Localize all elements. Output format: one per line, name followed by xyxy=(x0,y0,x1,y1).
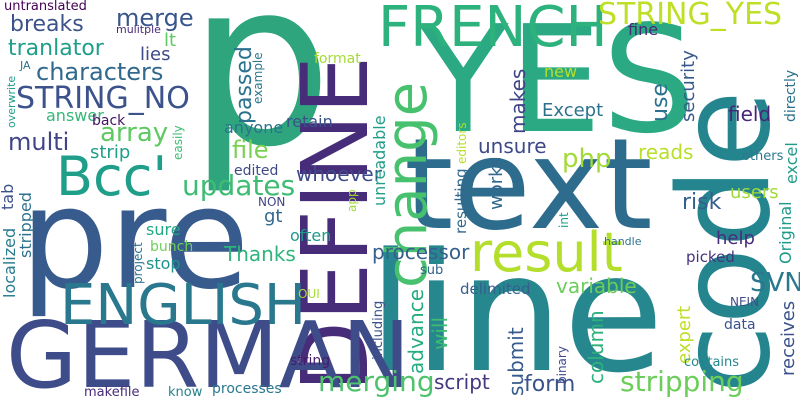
word-makefile: makefile xyxy=(84,385,140,400)
word-example: example xyxy=(251,52,265,104)
word-bcc: Bcc' xyxy=(56,145,168,208)
word-reads: reads xyxy=(638,140,694,164)
word-picked: picked xyxy=(686,248,735,266)
word-string: string xyxy=(290,353,331,369)
word-unsure: unsure xyxy=(478,134,547,158)
word-including: including xyxy=(371,300,386,360)
word-contains: contains xyxy=(684,355,740,370)
word-processor: processor xyxy=(372,240,470,264)
word-users: users xyxy=(730,182,779,203)
word-german: GERMAN xyxy=(6,302,411,400)
word-php: php xyxy=(562,144,612,174)
word-handle: handle xyxy=(604,235,642,248)
word-untranslated: untranslated xyxy=(4,0,87,14)
word-submit: submit xyxy=(504,327,528,396)
word-string-yes: STRING_YES xyxy=(598,0,783,32)
word-variable: variable xyxy=(556,274,637,298)
word-merge: merge xyxy=(116,4,194,32)
word-edited: edited xyxy=(234,163,279,179)
word-updates: updates xyxy=(182,169,296,202)
word-merging: merging xyxy=(318,365,435,398)
word-answer: answer xyxy=(46,106,104,125)
word-fine: fine xyxy=(628,20,659,39)
word-stop: stop xyxy=(146,254,181,273)
word-except: Except xyxy=(542,100,604,121)
word-back: back xyxy=(92,113,126,129)
word-receives: receives xyxy=(778,300,799,376)
word-format: format xyxy=(314,51,361,67)
word-breaks: breaks xyxy=(10,12,84,37)
word-line: line xyxy=(368,218,664,400)
word-advance: advance xyxy=(404,288,428,374)
word-tab: tab xyxy=(0,183,17,210)
word-stripped: stripped xyxy=(16,192,35,258)
word-lies: lies xyxy=(140,44,171,65)
word-will: will xyxy=(428,316,452,350)
word-directly: directly xyxy=(783,69,799,122)
word-sure: sure xyxy=(146,220,181,239)
word-overwrite: overwrite xyxy=(5,75,18,128)
word-tranlator: tranlator xyxy=(8,36,104,61)
word-string-no: STRING_NO xyxy=(16,81,190,116)
word-binary: binary xyxy=(555,346,569,384)
word-int: int xyxy=(557,212,571,228)
word-array: array xyxy=(100,118,169,148)
word-gt: gt xyxy=(264,206,283,227)
word-ja: JA xyxy=(20,59,31,72)
word-makes: makes xyxy=(506,68,530,134)
word-stripping: stripping xyxy=(620,365,744,398)
word-security: security xyxy=(678,50,699,122)
word-mulitple: mulitple xyxy=(116,23,161,36)
word-app: app xyxy=(345,189,359,212)
word-p: p xyxy=(188,0,333,197)
word-whoever: whoever xyxy=(296,162,382,186)
word-editors: editors xyxy=(455,122,469,164)
word-delimited: delimited xyxy=(460,280,531,298)
word-original: Original xyxy=(776,201,795,264)
word-works: works xyxy=(486,157,507,210)
word-non: NON xyxy=(258,195,286,209)
word-project: project xyxy=(131,242,145,284)
word-excel: excel xyxy=(782,142,800,184)
word-english: ENGLISH xyxy=(60,273,307,338)
word-strip: strip xyxy=(90,142,131,163)
word-help: help xyxy=(716,228,755,249)
word-often: often xyxy=(290,226,332,245)
word-anyone: anyone xyxy=(224,118,284,137)
word-multi: multi xyxy=(8,128,70,156)
word-risk: risk xyxy=(682,190,722,215)
word-easily: easily xyxy=(171,125,185,160)
word-data: data xyxy=(724,317,756,333)
word-svn: SVN xyxy=(750,268,800,298)
word-field: field xyxy=(728,102,772,126)
word-nein: NEIN xyxy=(730,295,760,309)
word-characters: characters xyxy=(36,58,164,86)
word-unreadable: unreadable xyxy=(370,115,389,206)
word-form: form xyxy=(524,372,576,397)
word-thanks: Thanks xyxy=(224,242,296,266)
word-pre: pre xyxy=(20,158,250,321)
word-script: script xyxy=(434,370,490,394)
word-processes: processes xyxy=(212,381,282,397)
word-bunch: bunch xyxy=(150,239,194,255)
word-new: new xyxy=(544,62,578,81)
word-yes: YES xyxy=(418,0,696,166)
word-others: others xyxy=(742,149,784,164)
word-resulting: resulting xyxy=(452,168,470,234)
word-result: result xyxy=(470,221,623,284)
word-french: FRENCH xyxy=(378,0,608,60)
word-lt: lt xyxy=(164,30,177,51)
word-sub: sub xyxy=(420,263,444,278)
word-column: column xyxy=(584,310,608,384)
word-file: file xyxy=(232,136,269,164)
word-use: use xyxy=(648,83,673,122)
word-oui: OUI xyxy=(298,287,320,301)
word-text: text xyxy=(404,111,653,258)
word-retain: retain xyxy=(286,112,333,131)
word-know: know xyxy=(168,385,203,400)
